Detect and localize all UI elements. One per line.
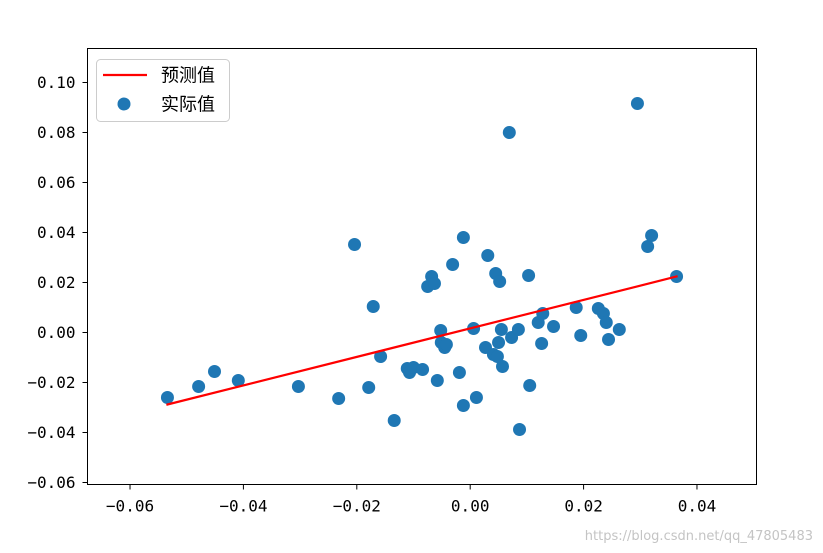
x-tick-label: −0.04 bbox=[219, 497, 267, 516]
data-point bbox=[574, 329, 588, 342]
data-point bbox=[208, 365, 221, 378]
data-point bbox=[387, 414, 401, 427]
x-tick-label: 0.00 bbox=[451, 497, 490, 516]
data-point bbox=[192, 380, 206, 393]
data-point bbox=[439, 338, 453, 351]
data-point bbox=[494, 323, 508, 336]
data-point bbox=[641, 240, 655, 253]
data-point bbox=[481, 249, 495, 262]
data-point bbox=[612, 323, 626, 336]
data-point bbox=[490, 350, 504, 363]
y-tick-label: 0.02 bbox=[37, 273, 76, 292]
data-point bbox=[427, 277, 441, 290]
data-point bbox=[362, 381, 376, 394]
legend-marker-actual bbox=[117, 97, 131, 111]
y-tick-label: 0.00 bbox=[37, 323, 76, 342]
data-point bbox=[434, 324, 448, 337]
data-point bbox=[535, 337, 549, 350]
data-point bbox=[602, 333, 616, 346]
data-point bbox=[569, 301, 583, 314]
data-point bbox=[348, 238, 362, 251]
x-tick-label: 0.02 bbox=[564, 497, 603, 516]
data-point bbox=[469, 391, 483, 404]
data-point bbox=[416, 363, 430, 376]
watermark: https://blog.csdn.net/qq_47805483 bbox=[585, 529, 813, 544]
data-point bbox=[523, 379, 537, 392]
legend-label-actual: 实际值 bbox=[161, 95, 215, 116]
x-tick-label: 0.04 bbox=[678, 497, 717, 516]
data-point bbox=[456, 399, 470, 412]
data-point bbox=[430, 374, 444, 387]
data-point bbox=[502, 126, 516, 139]
data-point bbox=[496, 360, 510, 373]
y-tick-label: 0.08 bbox=[37, 123, 76, 142]
data-point bbox=[374, 350, 388, 363]
data-point bbox=[456, 231, 470, 244]
predicted-line bbox=[166, 275, 678, 406]
y-tick-label: −0.02 bbox=[27, 373, 75, 392]
legend: 预测值 实际值 bbox=[96, 59, 230, 122]
y-tick-label: 0.10 bbox=[37, 73, 76, 92]
data-point bbox=[231, 374, 245, 387]
y-tick-label: −0.06 bbox=[27, 473, 75, 492]
data-point bbox=[366, 300, 380, 313]
data-point bbox=[493, 275, 507, 288]
legend-label-predicted: 预测值 bbox=[161, 66, 215, 87]
y-axis: −0.06 −0.04 −0.02 0.00 0.02 0.04 0.06 0.08 0.10 bbox=[27, 73, 88, 492]
data-point bbox=[446, 258, 460, 271]
data-point bbox=[511, 323, 525, 336]
data-point bbox=[332, 392, 346, 405]
scatter-points bbox=[160, 97, 684, 436]
data-point bbox=[630, 97, 644, 110]
x-tick-label: −0.02 bbox=[333, 497, 381, 516]
x-tick-label: −0.06 bbox=[106, 497, 154, 516]
data-point bbox=[599, 316, 613, 329]
data-point bbox=[522, 269, 536, 282]
data-point bbox=[160, 391, 174, 404]
y-tick-label: −0.04 bbox=[27, 423, 75, 442]
data-point bbox=[645, 229, 659, 242]
plot-frame bbox=[87, 48, 757, 485]
data-point bbox=[291, 380, 305, 393]
x-axis: −0.06 −0.04 −0.02 0.00 0.02 0.04 bbox=[106, 484, 717, 516]
data-point bbox=[513, 423, 527, 436]
data-point bbox=[547, 320, 561, 333]
data-point bbox=[452, 366, 466, 379]
y-tick-label: 0.04 bbox=[37, 223, 76, 242]
data-point bbox=[492, 336, 506, 349]
y-tick-label: 0.06 bbox=[37, 173, 76, 192]
